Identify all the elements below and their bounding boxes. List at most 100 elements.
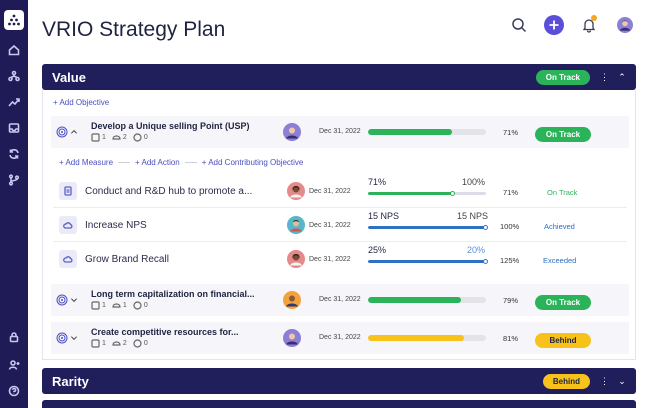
- measure-row[interactable]: Increase NPS Dec 31, 2022 15 NPS 15 NPS …: [53, 208, 627, 242]
- due-date: Dec 31, 2022: [319, 296, 361, 303]
- add-action-link[interactable]: + Add Action: [135, 158, 180, 167]
- progress-handle[interactable]: [483, 259, 488, 264]
- action-icon: [112, 135, 121, 140]
- app-logo[interactable]: [4, 10, 24, 30]
- objective-icon-group: [51, 323, 83, 353]
- owner-avatar[interactable]: [283, 329, 301, 352]
- target-icon: [56, 332, 68, 344]
- avatar[interactable]: [614, 14, 636, 36]
- user-add-icon[interactable]: [0, 358, 28, 372]
- objective-meta: 1 2 0: [91, 339, 148, 348]
- objective-meta: 1 1 0: [91, 301, 148, 310]
- owner-avatar[interactable]: [287, 250, 305, 273]
- measure-icon: [91, 339, 100, 348]
- target-icon: [56, 294, 68, 306]
- objective-title[interactable]: Long term capitalization on financial...: [91, 289, 255, 299]
- progress-bar: [368, 297, 486, 303]
- chevron-down-icon[interactable]: ⌄: [618, 375, 626, 386]
- rarity-status-badge: Behind: [542, 373, 590, 389]
- value-panel-header[interactable]: Value On Track ⋮ ⌃: [42, 64, 636, 90]
- help-icon[interactable]: [0, 384, 28, 398]
- progress-bar: [368, 226, 486, 229]
- objective-icon-group: [51, 285, 83, 315]
- bell-icon[interactable]: [578, 14, 600, 36]
- measure-row[interactable]: Grow Brand Recall Dec 31, 2022 25% 20% 1…: [53, 242, 627, 276]
- more-options-icon[interactable]: ⋮: [600, 375, 609, 386]
- progress-handle[interactable]: [483, 225, 488, 230]
- inbox-icon[interactable]: [0, 121, 28, 135]
- contributing-count: 0: [133, 339, 148, 348]
- measures-count: 1: [91, 301, 106, 310]
- target-value: 100%: [462, 177, 486, 187]
- due-date: Dec 31, 2022: [319, 334, 361, 341]
- progress-fill: [368, 226, 486, 229]
- home-icon[interactable]: [0, 43, 28, 57]
- add-contributing-link[interactable]: + Add Contributing Objective: [201, 158, 304, 167]
- measure-status: Exceeded: [543, 256, 577, 265]
- plus-icon[interactable]: [544, 15, 564, 35]
- progress-bar: [368, 192, 486, 195]
- owner-avatar[interactable]: [283, 291, 301, 314]
- value-status-badge: On Track: [535, 69, 590, 85]
- chevron-up-icon[interactable]: ⌃: [618, 71, 626, 82]
- contributing-count: 0: [133, 133, 148, 142]
- document-icon: [59, 182, 77, 200]
- objective-title[interactable]: Create competitive resources for...: [91, 327, 239, 337]
- chevron-down-icon[interactable]: [70, 334, 78, 342]
- measure-title[interactable]: Grow Brand Recall: [85, 254, 169, 265]
- target-value: 20%: [467, 245, 486, 255]
- objective-status-badge: Behind: [535, 333, 591, 348]
- hierarchy-icon[interactable]: [0, 69, 28, 83]
- progress-fill: [368, 260, 486, 263]
- measure-status: Achieved: [544, 222, 575, 231]
- add-links-row: + Add Measure + Add Action + Add Contrib…: [59, 158, 303, 167]
- owner-avatar[interactable]: [287, 216, 305, 239]
- contributing-icon: [133, 133, 142, 142]
- action-icon: [112, 303, 121, 308]
- action-icon: [112, 341, 121, 346]
- page-title: VRIO Strategy Plan: [42, 18, 226, 41]
- objective-row[interactable]: Develop a Unique selling Point (USP) 1 2…: [51, 116, 629, 148]
- search-icon[interactable]: [508, 14, 530, 36]
- progress-percent: 100%: [500, 222, 520, 231]
- objective-meta: 1 2 0: [91, 133, 148, 142]
- target-icon: [56, 126, 68, 138]
- objective-row[interactable]: Long term capitalization on financial...…: [51, 284, 629, 316]
- objective-icon-group: [51, 117, 83, 147]
- trend-icon[interactable]: [0, 95, 28, 109]
- refresh-icon[interactable]: [0, 147, 28, 161]
- contributing-icon: [133, 339, 142, 348]
- due-date: Dec 31, 2022: [309, 188, 351, 195]
- chevron-up-icon[interactable]: [70, 128, 78, 136]
- contributing-count: 0: [133, 301, 148, 310]
- measure-title[interactable]: Conduct and R&D hub to promote a...: [85, 186, 253, 197]
- main-content: VRIO Strategy Plan Value On Track ⋮ ⌃ + …: [28, 0, 650, 408]
- progress-percent: 79%: [503, 296, 519, 305]
- progress-bar: [368, 129, 486, 135]
- current-value: 15 NPS: [368, 211, 400, 221]
- measure-row[interactable]: Conduct and R&D hub to promote a... Dec …: [53, 174, 627, 208]
- objective-title[interactable]: Develop a Unique selling Point (USP): [91, 121, 250, 131]
- measure-icon: [91, 301, 100, 310]
- more-options-icon[interactable]: ⋮: [600, 71, 609, 82]
- progress-bar: [368, 335, 486, 341]
- add-measure-link[interactable]: + Add Measure: [59, 158, 114, 167]
- owner-avatar[interactable]: [287, 182, 305, 205]
- objective-row[interactable]: Create competitive resources for... 1 2 …: [51, 322, 629, 354]
- chevron-down-icon[interactable]: [70, 296, 78, 304]
- divider: [118, 162, 131, 163]
- lock-icon[interactable]: [0, 330, 28, 344]
- owner-avatar[interactable]: [283, 123, 301, 146]
- progress-handle[interactable]: [450, 191, 455, 196]
- contributing-icon: [133, 301, 142, 310]
- measure-title[interactable]: Increase NPS: [85, 220, 147, 231]
- current-value: 71%: [368, 177, 387, 187]
- branch-icon[interactable]: [0, 173, 28, 187]
- measures-count: 1: [91, 339, 106, 348]
- add-objective-link[interactable]: + Add Objective: [53, 98, 110, 107]
- rarity-panel-header[interactable]: Rarity Behind ⋮ ⌄: [42, 368, 636, 394]
- next-panel-header[interactable]: [42, 400, 636, 408]
- progress-fill: [368, 129, 452, 135]
- progress-fill: [368, 297, 462, 303]
- progress-fill: [368, 192, 452, 195]
